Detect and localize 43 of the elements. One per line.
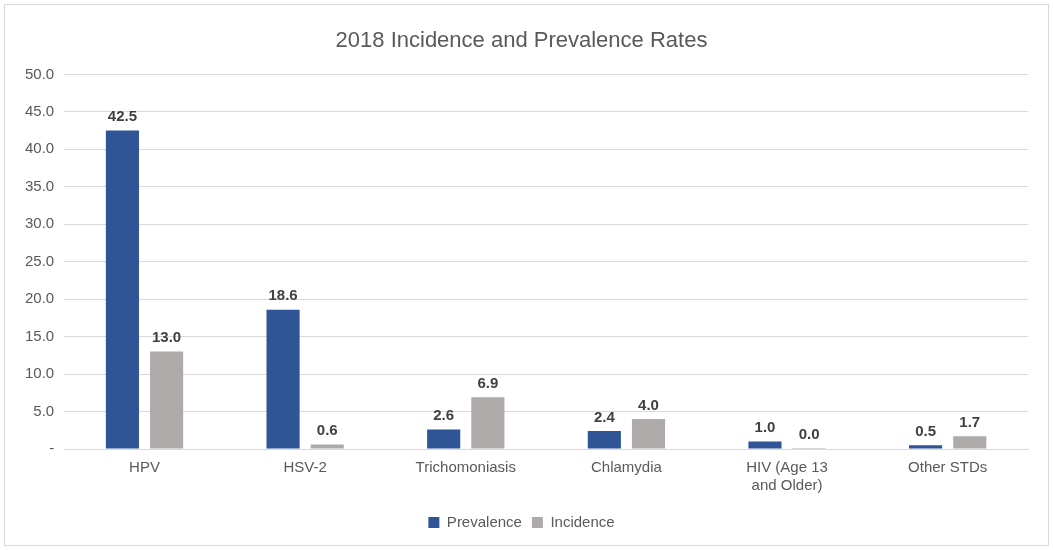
y-tick-label: 30.0: [24, 214, 55, 232]
x-tick-label: Trichomoniasis: [415, 458, 516, 476]
data-label: 4.0: [638, 395, 659, 413]
y-tick-label: -: [49, 439, 55, 457]
bar: [471, 397, 505, 449]
bar: [150, 351, 184, 449]
data-label: 2.4: [593, 407, 616, 425]
x-tick-label: HIV (Age 13 and Older): [746, 458, 828, 494]
bar: [909, 445, 943, 449]
y-tick-label: 10.0: [24, 364, 55, 382]
bar: [310, 444, 344, 449]
y-tick-label: 5.0: [33, 401, 55, 419]
bar: [266, 309, 300, 449]
data-label: 1.0: [754, 418, 776, 436]
bar: [427, 429, 461, 449]
bar: [953, 436, 987, 449]
data-label: 1.7: [959, 412, 981, 430]
data-label: 2.6: [433, 406, 455, 424]
y-tick-label: 50.0: [24, 64, 55, 82]
legend-label: Incidence: [550, 512, 615, 530]
data-label: 0.5: [915, 421, 937, 439]
data-label: 6.9: [477, 373, 499, 391]
y-tick-label: 25.0: [24, 251, 55, 269]
y-tick-label: 15.0: [24, 326, 55, 344]
x-tick-label: Chlamydia: [590, 458, 663, 476]
data-label: 18.6: [268, 286, 298, 304]
x-tick-label: Other STDs: [908, 458, 988, 476]
bar: [105, 130, 139, 449]
data-label: 0.0: [798, 424, 820, 442]
data-label: 13.0: [152, 328, 182, 346]
bar: [631, 419, 666, 449]
y-tick-label: 35.0: [24, 176, 55, 194]
bar: [748, 441, 782, 449]
data-label: 0.6: [316, 421, 338, 439]
x-tick-label: HSV-2: [283, 458, 327, 476]
legend-label: Prevalence: [446, 512, 522, 530]
chart-title: 2018 Incidence and Prevalence Rates: [335, 27, 708, 53]
x-tick-label: HPV: [129, 458, 160, 476]
data-label: 42.5: [107, 107, 138, 125]
y-tick-label: 20.0: [24, 289, 55, 307]
y-tick-label: 45.0: [24, 102, 55, 119]
bar: [587, 431, 621, 449]
y-tick-label: 40.0: [24, 139, 55, 157]
